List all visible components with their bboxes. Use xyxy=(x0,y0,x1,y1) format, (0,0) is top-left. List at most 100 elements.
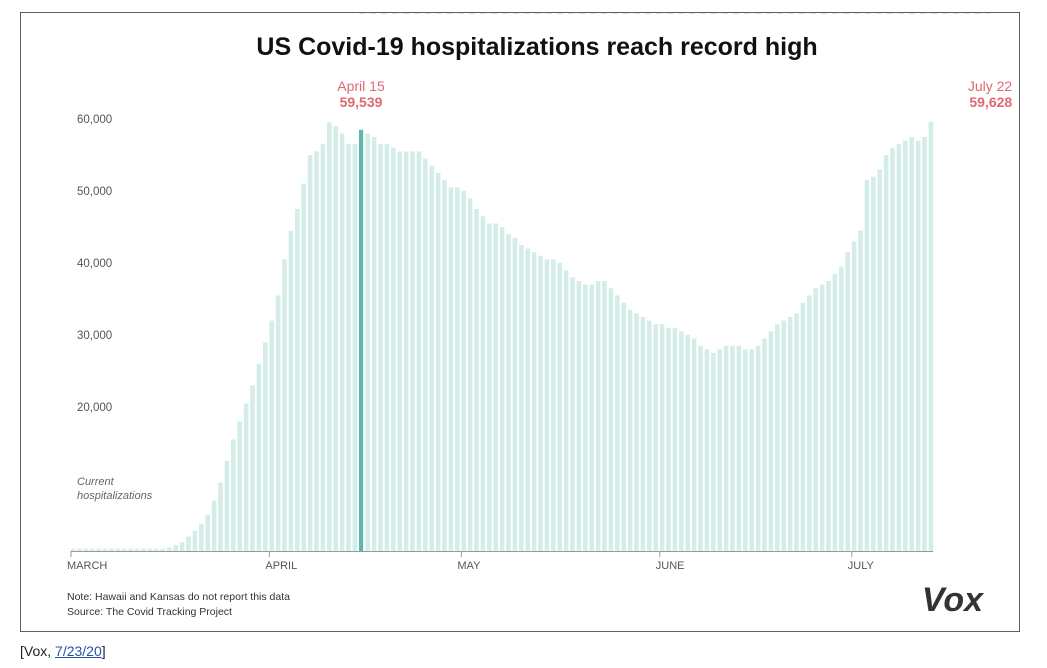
bar xyxy=(371,137,377,551)
bar xyxy=(173,545,178,551)
bar xyxy=(71,548,76,551)
y-axis-label-line1: Current xyxy=(77,476,115,488)
bar xyxy=(301,183,306,552)
bar xyxy=(327,122,332,551)
bar xyxy=(141,548,146,551)
bar xyxy=(218,482,223,551)
source-text: Source: The Covid Tracking Project xyxy=(67,606,232,618)
bar xyxy=(858,230,863,551)
bar xyxy=(589,284,594,551)
bar xyxy=(487,223,492,551)
bar xyxy=(890,147,895,552)
bar xyxy=(819,284,825,551)
bar xyxy=(391,147,396,552)
bar xyxy=(96,548,102,551)
bar xyxy=(410,151,415,551)
bar xyxy=(647,320,652,551)
bar xyxy=(455,187,460,551)
bar xyxy=(666,327,671,551)
x-tick-label: JUNE xyxy=(656,560,685,572)
bar xyxy=(160,548,166,551)
bar xyxy=(864,180,870,551)
y-tick-label: 60,000 xyxy=(77,114,112,126)
bar xyxy=(736,345,742,551)
bar xyxy=(583,284,588,551)
bar xyxy=(627,309,633,551)
y-tick-label: 50,000 xyxy=(77,186,112,198)
bar xyxy=(339,133,345,551)
y-tick-label: 30,000 xyxy=(77,330,112,342)
bar xyxy=(922,137,927,551)
bar xyxy=(384,144,390,551)
bar xyxy=(135,548,140,551)
caption-link[interactable]: 7/23/20 xyxy=(55,643,102,659)
bar xyxy=(570,277,575,551)
bar xyxy=(679,331,684,551)
bar xyxy=(794,313,799,551)
annotation-date: April 15 xyxy=(337,78,385,94)
bar xyxy=(826,281,831,551)
chart-svg: US Covid-19 hospitalizations reach recor… xyxy=(67,12,1012,619)
bar xyxy=(595,281,601,551)
annotation-value: 59,628 xyxy=(969,94,1012,110)
bar xyxy=(871,176,876,551)
bar xyxy=(576,281,582,551)
bar xyxy=(832,273,838,551)
bar xyxy=(461,191,466,551)
bar xyxy=(122,548,127,551)
y-axis-ticks: 60,000 50,000 40,000 30,000 20,000 xyxy=(77,114,112,414)
bar xyxy=(903,140,908,551)
bar xyxy=(551,259,556,551)
bar xyxy=(659,324,665,551)
bar xyxy=(928,121,934,551)
bar xyxy=(224,461,230,551)
bar xyxy=(730,345,735,551)
bar xyxy=(762,338,767,551)
bar xyxy=(403,151,409,551)
bar xyxy=(128,548,134,551)
bar xyxy=(199,523,204,551)
bar xyxy=(602,281,607,551)
bar xyxy=(416,151,422,551)
bar xyxy=(685,335,690,551)
bar xyxy=(192,530,198,551)
x-tick-label: MAY xyxy=(457,560,481,572)
bar xyxy=(519,245,524,551)
bar xyxy=(231,439,236,551)
bar xyxy=(333,126,338,551)
chart-frame: US Covid-19 hospitalizations reach recor… xyxy=(20,12,1020,632)
bar xyxy=(608,288,614,551)
bar xyxy=(467,198,473,551)
bar xyxy=(263,342,268,551)
y-tick-label: 20,000 xyxy=(77,402,112,414)
bar xyxy=(845,252,850,551)
bar xyxy=(77,548,82,551)
bar xyxy=(743,349,748,551)
bar xyxy=(493,223,498,551)
bar xyxy=(250,385,255,551)
bar xyxy=(397,151,402,551)
bar xyxy=(186,536,191,551)
bar xyxy=(295,209,300,551)
bar xyxy=(525,248,530,551)
x-tick-label: MARCH xyxy=(67,560,107,572)
bar xyxy=(448,187,454,551)
bar xyxy=(851,241,857,551)
bar xyxy=(352,144,358,551)
bar xyxy=(723,345,729,551)
bar xyxy=(103,548,108,551)
bar xyxy=(109,548,114,551)
caption-suffix: ] xyxy=(101,643,106,659)
x-tick-label: JULY xyxy=(848,560,875,572)
bar xyxy=(211,500,217,551)
bar xyxy=(147,548,153,551)
bar xyxy=(429,165,434,552)
y-tick-label: 40,000 xyxy=(77,258,112,270)
bar xyxy=(563,270,569,551)
bar xyxy=(711,353,716,551)
bar xyxy=(787,317,793,551)
bar xyxy=(768,331,774,551)
bar xyxy=(640,317,646,551)
bar xyxy=(474,209,479,551)
bar xyxy=(365,133,370,551)
